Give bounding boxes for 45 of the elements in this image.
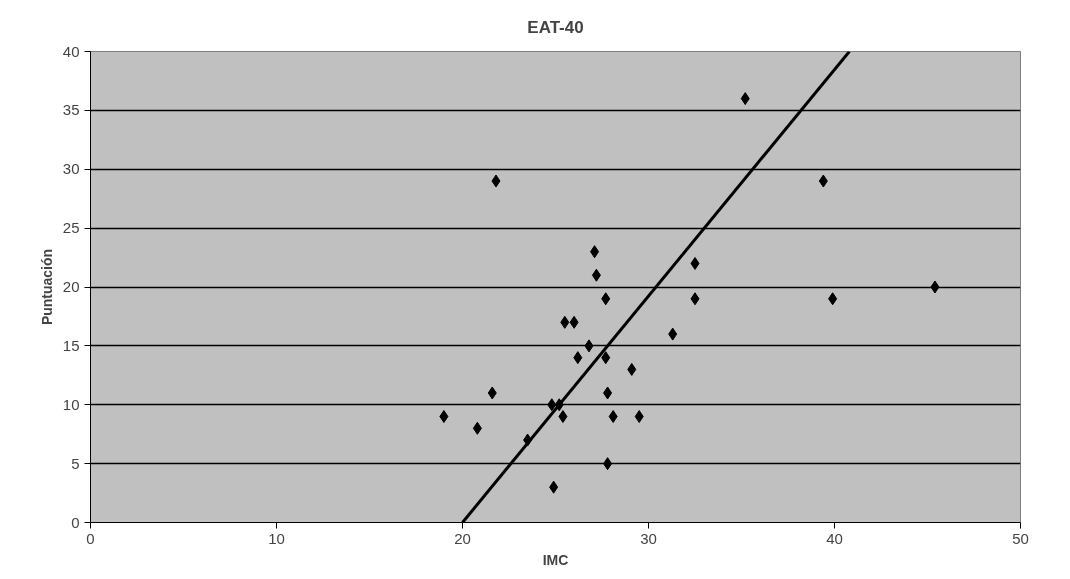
y-tick-label: 30 — [62, 160, 80, 178]
y-tick-label: 25 — [62, 219, 80, 237]
y-axis-title: Puntuación — [38, 248, 55, 326]
point — [584, 339, 594, 353]
point — [668, 327, 678, 341]
point — [603, 386, 613, 400]
chart-title: EAT-40 — [527, 17, 584, 37]
x-tick-label: 0 — [86, 529, 95, 547]
point — [627, 362, 637, 376]
x-tick-label: 50 — [1012, 529, 1029, 547]
point — [690, 292, 700, 306]
y-tick-label: 40 — [62, 42, 80, 60]
point — [590, 245, 600, 259]
y-tick-label: 10 — [62, 395, 80, 413]
point — [740, 92, 750, 106]
point — [573, 351, 583, 365]
point — [487, 386, 497, 400]
point — [818, 174, 828, 188]
point — [930, 280, 940, 294]
point — [601, 351, 611, 365]
point — [439, 410, 449, 424]
x-tick-label: 40 — [826, 529, 843, 547]
x-tick-label: 10 — [268, 529, 285, 547]
point — [472, 421, 482, 435]
y-tick-label: 35 — [62, 101, 80, 119]
point — [603, 457, 613, 471]
y-tick-label: 5 — [71, 454, 80, 472]
point — [560, 315, 570, 329]
point — [690, 256, 700, 270]
point — [608, 410, 618, 424]
y-tick-label: 0 — [71, 513, 80, 531]
y-tick-label: 20 — [62, 278, 80, 295]
point — [569, 315, 579, 329]
point — [549, 480, 559, 494]
x-tick-label: 30 — [640, 529, 657, 547]
x-axis-title: IMC — [542, 551, 569, 568]
x-tick-label: 20 — [454, 529, 471, 547]
point — [634, 410, 644, 424]
point — [601, 292, 611, 306]
point — [591, 268, 601, 282]
point — [491, 174, 501, 188]
point — [828, 292, 838, 306]
point — [547, 398, 557, 412]
y-tick-label: 15 — [62, 336, 80, 354]
point — [558, 410, 568, 424]
